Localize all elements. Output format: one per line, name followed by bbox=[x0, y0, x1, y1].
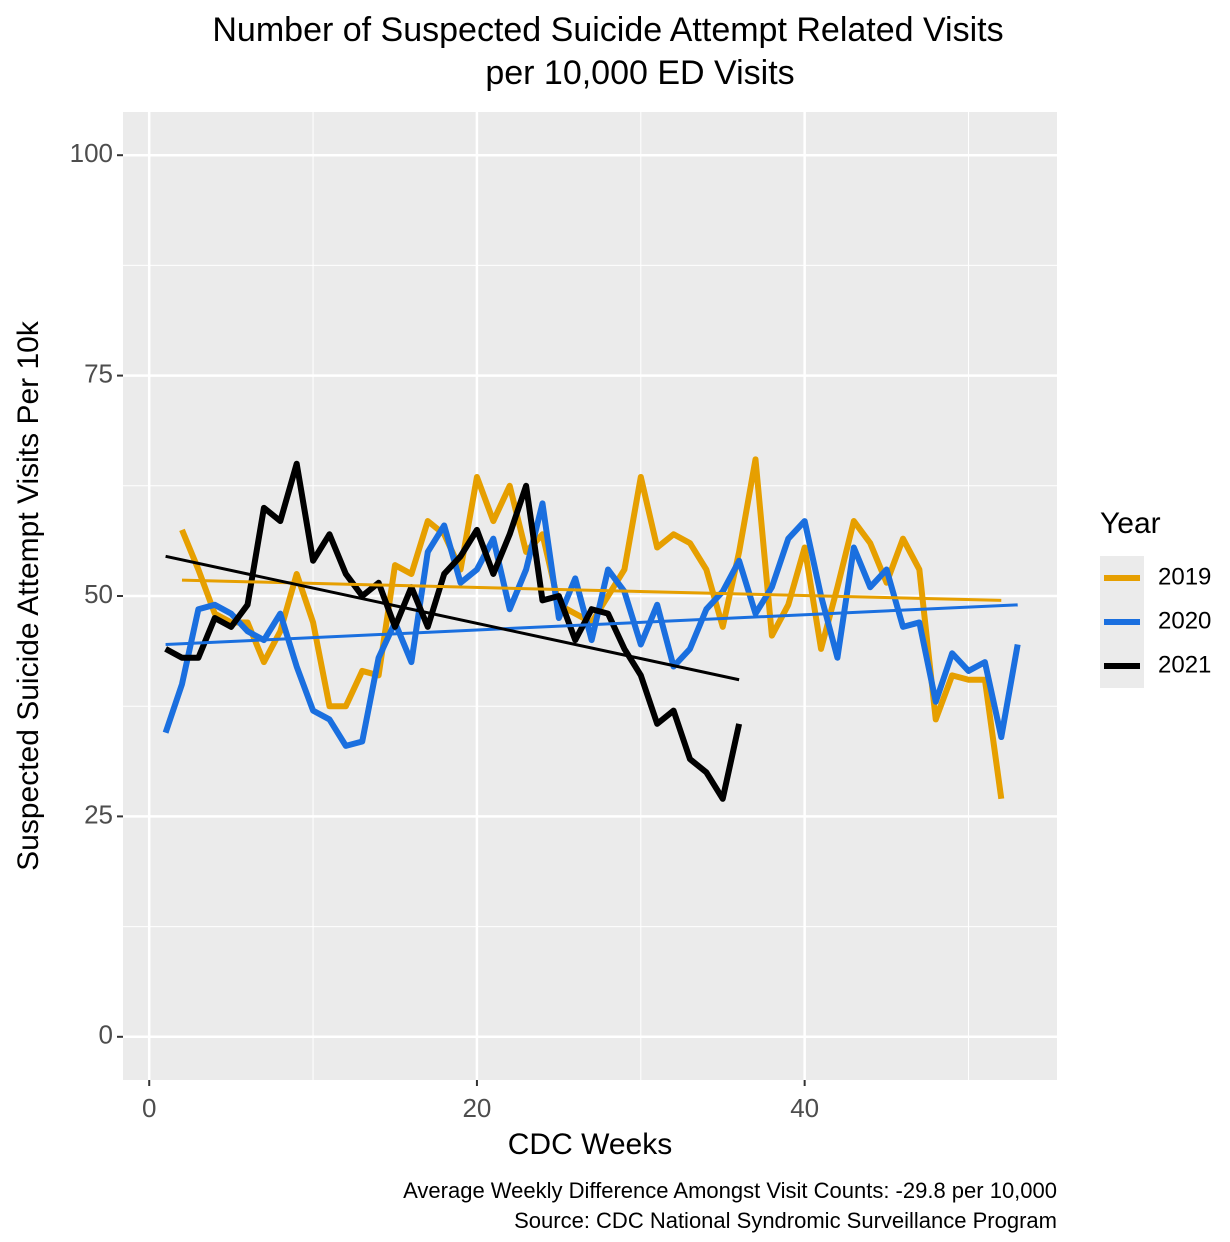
chart-title: per 10,000 ED Visits bbox=[485, 54, 794, 92]
x-tick-label: 0 bbox=[142, 1093, 156, 1123]
legend-label: 2020 bbox=[1158, 607, 1211, 634]
y-tick-label: 75 bbox=[84, 358, 113, 388]
trend-line bbox=[181, 578, 1002, 602]
series-line bbox=[162, 500, 1021, 749]
caption: Average Weekly Difference Amongst Visit … bbox=[403, 1178, 1057, 1203]
y-tick-label: 50 bbox=[84, 579, 113, 609]
caption: Source: CDC National Syndromic Surveilla… bbox=[514, 1208, 1057, 1233]
series-line bbox=[179, 456, 1005, 800]
x-tick-label: 40 bbox=[790, 1093, 819, 1123]
legend-label: 2021 bbox=[1158, 651, 1211, 678]
chart-title: Number of Suspected Suicide Attempt Rela… bbox=[212, 11, 1003, 49]
y-axis-title: Suspected Suicide Attempt Visits Per 10k bbox=[12, 320, 45, 871]
trend-line bbox=[165, 554, 740, 682]
y-tick-label: 0 bbox=[99, 1020, 113, 1050]
x-tick-label: 20 bbox=[462, 1093, 491, 1123]
y-tick-label: 100 bbox=[70, 138, 113, 168]
y-tick-label: 25 bbox=[84, 799, 113, 829]
series-line bbox=[164, 460, 743, 802]
trend-line bbox=[165, 603, 1018, 646]
legend-label: 2019 bbox=[1158, 563, 1211, 590]
x-axis-title: CDC Weeks bbox=[508, 1128, 672, 1161]
legend-title: Year bbox=[1100, 507, 1161, 540]
